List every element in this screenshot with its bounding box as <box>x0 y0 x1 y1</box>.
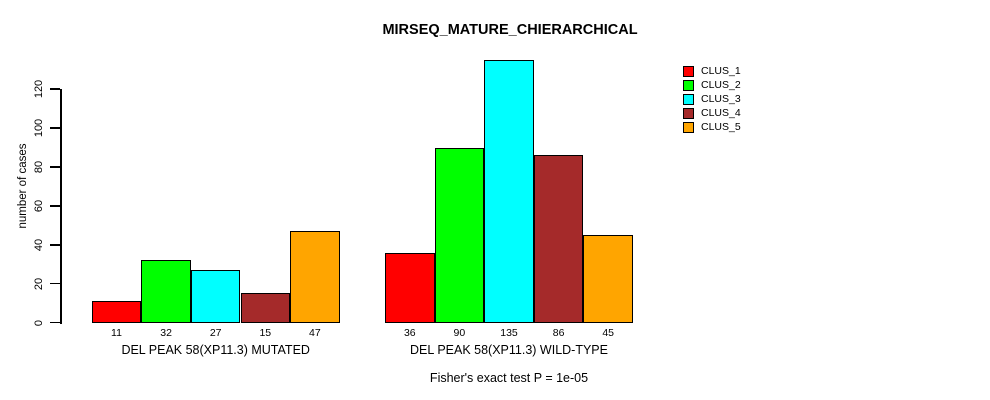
y-tick-mark <box>50 205 60 207</box>
bar-clus_5-group1 <box>290 231 340 323</box>
bar-value-label: 90 <box>453 327 466 339</box>
bar-value-label: 135 <box>500 327 518 339</box>
legend-entry-clus_4: CLUS_4 <box>683 106 741 120</box>
legend-entry-clus_2: CLUS_2 <box>683 78 741 92</box>
legend-entry-clus_3: CLUS_3 <box>683 92 741 106</box>
y-tick-mark <box>50 88 60 90</box>
legend-label: CLUS_5 <box>701 121 741 133</box>
y-tick-label: 60 <box>33 199 45 213</box>
y-axis-line <box>60 89 62 325</box>
y-axis-label: number of cases <box>17 143 29 229</box>
bar-value-label: 32 <box>160 327 172 339</box>
bar-value-label: 86 <box>552 327 565 339</box>
y-tick-label: 0 <box>33 319 45 326</box>
bar-clus_4-group1 <box>240 293 291 323</box>
legend-entry-clus_1: CLUS_1 <box>683 64 741 78</box>
y-tick-mark <box>50 166 60 168</box>
bar-clus_2-group2 <box>434 147 485 323</box>
bar-clus_3-group2 <box>484 60 534 323</box>
y-tick-mark <box>50 244 60 246</box>
chart-title: MIRSEQ_MATURE_CHIERARCHICAL <box>382 22 638 38</box>
legend-swatch-clus_4 <box>683 107 694 119</box>
legend-swatch-clus_5 <box>683 121 694 133</box>
bar-value-label: 36 <box>403 327 416 339</box>
bar-clus_4-group2 <box>533 155 584 323</box>
legend-label: CLUS_1 <box>701 65 741 77</box>
bar-clus_5-group2 <box>583 235 633 323</box>
y-tick-mark <box>50 127 60 129</box>
legend-swatch-clus_1 <box>683 65 694 77</box>
y-tick-mark <box>50 282 60 285</box>
legend-entry-clus_5: CLUS_5 <box>683 120 741 134</box>
legend-swatch-clus_3 <box>683 93 694 105</box>
y-tick-label: 100 <box>33 118 45 138</box>
legend-label: CLUS_3 <box>701 93 741 105</box>
legend: CLUS_1 CLUS_2 CLUS_3 CLUS_4 CLUS_5 <box>683 64 741 134</box>
y-tick-label: 80 <box>33 160 45 174</box>
bar-clus_1-group2 <box>385 252 435 323</box>
y-tick-label: 40 <box>33 238 45 251</box>
footnote: Fisher's exact test P = 1e-05 <box>429 371 589 385</box>
y-tick-mark <box>50 321 60 324</box>
bar-clus_2-group1 <box>141 260 191 323</box>
bar-value-label: 15 <box>259 327 272 339</box>
x-group-label-1: DEL PEAK 58(XP11.3) MUTATED <box>121 343 310 357</box>
bar-clus_1-group1 <box>91 301 142 323</box>
bar-value-label: 27 <box>209 327 222 339</box>
legend-label: CLUS_2 <box>701 79 741 91</box>
bar-clus_3-group1 <box>190 270 241 323</box>
x-group-label-2: DEL PEAK 58(XP11.3) WILD-TYPE <box>410 343 608 357</box>
bar-value-label: 11 <box>111 327 122 339</box>
bar-value-label: 47 <box>309 327 321 339</box>
y-tick-label: 20 <box>33 277 45 290</box>
y-tick-label: 120 <box>33 80 45 99</box>
legend-label: CLUS_4 <box>701 107 741 119</box>
bar-value-label: 45 <box>602 327 615 339</box>
legend-swatch-clus_2 <box>683 79 694 91</box>
